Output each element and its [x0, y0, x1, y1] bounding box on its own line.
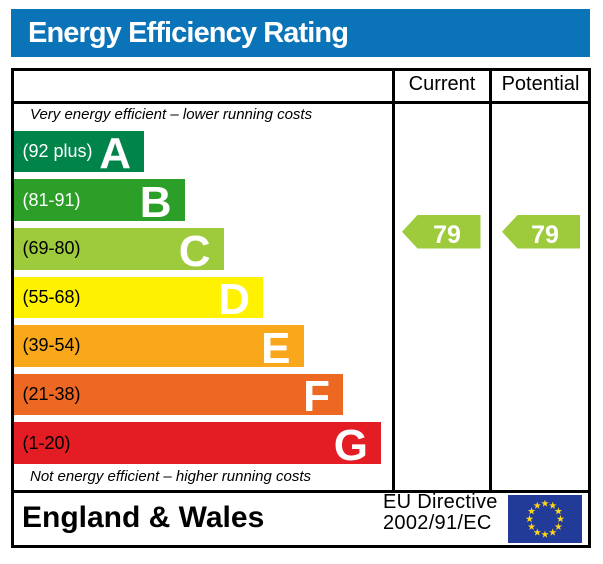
svg-text:79: 79 — [433, 221, 461, 249]
svg-text:79: 79 — [531, 221, 559, 249]
